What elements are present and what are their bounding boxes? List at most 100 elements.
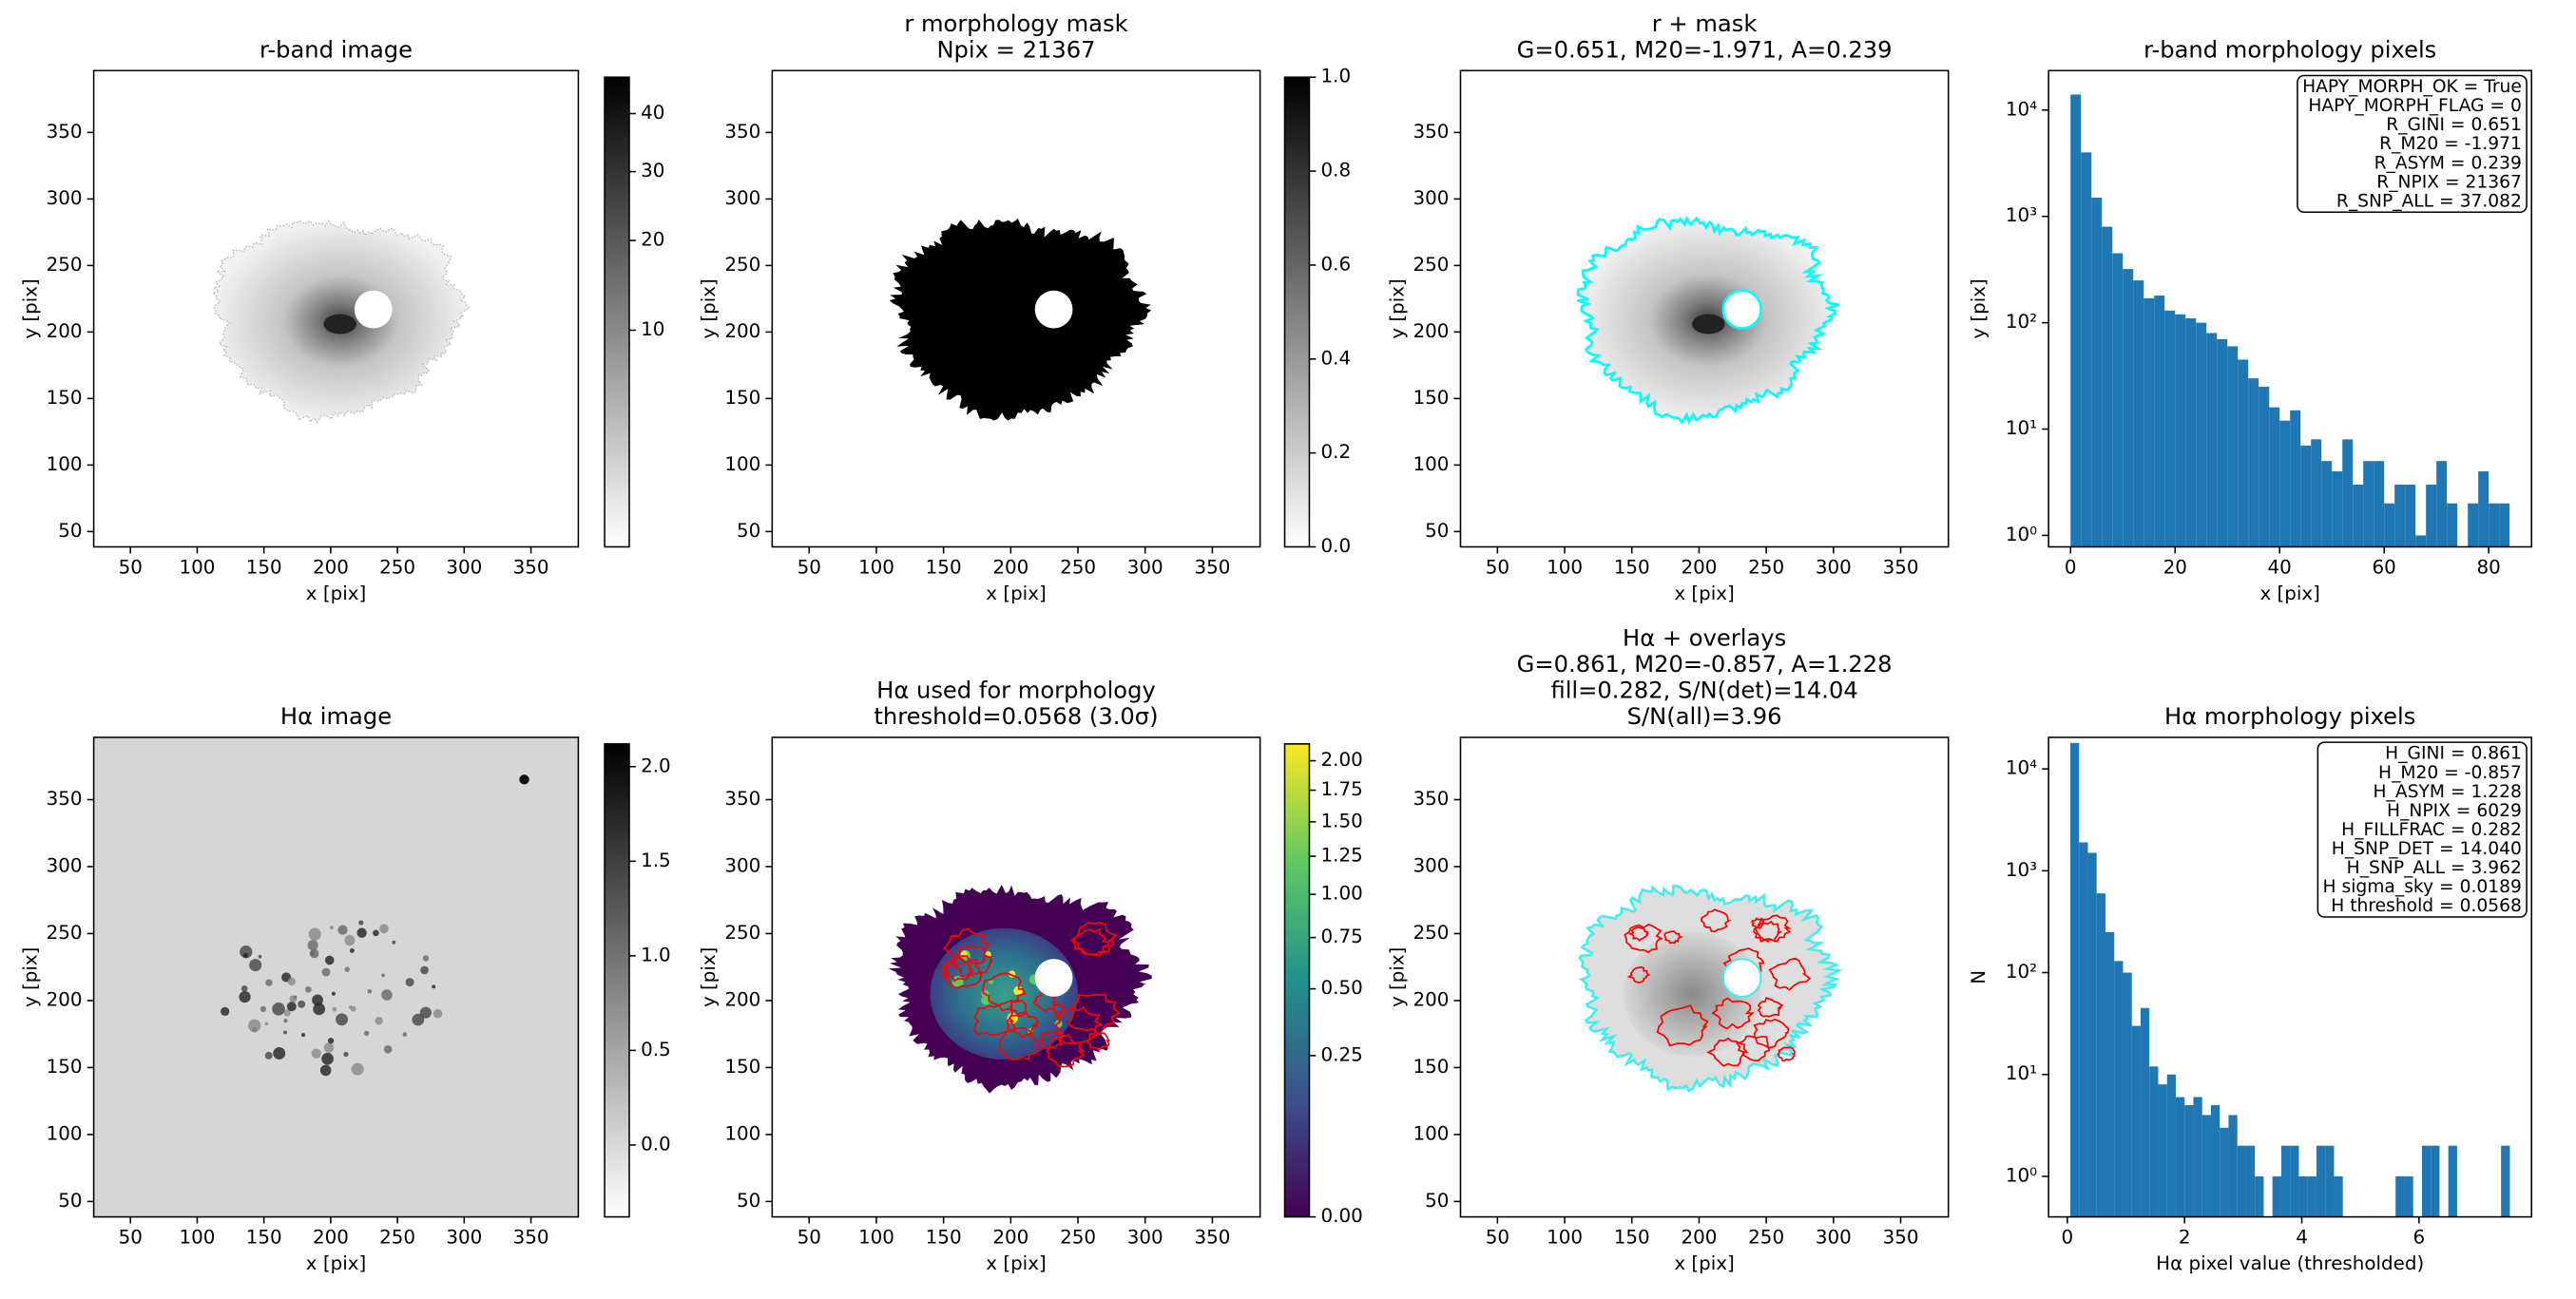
- bar: [2298, 1175, 2308, 1217]
- y-tick-label: 50: [737, 1190, 760, 1212]
- bar: [2196, 322, 2207, 547]
- annotation-line: H_NPIX = 6029: [2387, 801, 2522, 821]
- bar: [2384, 503, 2395, 547]
- y-tick-label: 350: [724, 121, 760, 143]
- contour: [1038, 1030, 1064, 1049]
- contour: [1757, 997, 1784, 1018]
- bar: [2112, 253, 2124, 547]
- annotation-line: R_NPIX = 21367: [2376, 172, 2522, 192]
- colorbar-tick-label: 1.00: [1321, 883, 1363, 905]
- panel-title: r-band image: [260, 37, 413, 64]
- y-tick-label: 200: [1413, 988, 1449, 1010]
- annotation-line: H sigma_sky = 0.0189: [2323, 877, 2522, 897]
- bar: [2353, 485, 2364, 547]
- hii-region: [405, 978, 414, 987]
- panel-title: Hα image: [280, 703, 392, 730]
- bar: [2325, 1145, 2335, 1217]
- hii-region: [247, 1019, 261, 1033]
- y-axis-label: y [pix]: [1386, 947, 1408, 1007]
- x-tick-label: 200: [992, 556, 1028, 578]
- bar: [2149, 1066, 2159, 1217]
- hii-region: [379, 924, 389, 934]
- bar: [2404, 1175, 2413, 1217]
- hii-region: [221, 1006, 230, 1017]
- annotation-line: H_GINI = 0.861: [2385, 744, 2522, 764]
- x-tick-label: 100: [179, 1227, 215, 1249]
- hii-region: [301, 1033, 306, 1038]
- hii-region: [242, 952, 249, 959]
- bar: [2395, 1175, 2405, 1217]
- bar: [2102, 226, 2113, 547]
- y-tick-label: 10⁰: [2006, 1164, 2037, 1186]
- hii-region: [419, 1006, 432, 1019]
- hii-region: [412, 1013, 425, 1026]
- annotation-line: HAPY_MORPH_OK = True: [2302, 77, 2522, 97]
- bar: [2421, 1145, 2432, 1217]
- bar: [2185, 317, 2197, 547]
- contour: [1656, 1004, 1709, 1047]
- masked-star: [1034, 290, 1073, 329]
- contour: [951, 945, 993, 977]
- x-tick-label: 250: [379, 1227, 415, 1249]
- bar: [2311, 439, 2322, 547]
- bar: [2448, 1145, 2457, 1217]
- contour: [1069, 922, 1118, 957]
- panel: 0 20 40 60 80 10⁰ 10¹ 10² 10³ 10⁴ x [pix] y [pix] r-…: [1968, 37, 2533, 604]
- bar: [2069, 742, 2080, 1217]
- x-tick-label: 6: [2413, 1227, 2426, 1249]
- bar: [2334, 1175, 2343, 1217]
- bar: [2237, 1145, 2246, 1217]
- y-tick-label: 300: [724, 187, 760, 209]
- y-tick-label: 200: [47, 988, 83, 1010]
- axes-frame: [2047, 69, 2533, 548]
- annotation-line: H_SNP_DET = 14.040: [2332, 839, 2522, 859]
- hii-region: [364, 1030, 370, 1037]
- hii-region: [311, 1048, 321, 1059]
- contour: [1072, 927, 1109, 957]
- x-tick-label: 350: [1194, 556, 1230, 578]
- panel-title: r morphology mask: [904, 10, 1127, 37]
- contour: [982, 972, 1027, 1006]
- colorbar-tick-label: 2.00: [1321, 749, 1363, 771]
- y-tick-label: 200: [47, 320, 83, 342]
- panel: 50 100 150 200 250 300 350 50 100 150 200 250 300 350…: [698, 10, 1351, 604]
- panel-title: threshold=0.0568 (3.0σ): [874, 703, 1158, 730]
- hii-region: [373, 929, 379, 937]
- hii-region: [402, 1032, 408, 1037]
- y-tick-label: 350: [724, 788, 760, 810]
- x-axis-label: x [pix]: [306, 583, 366, 604]
- hii-region: [283, 1018, 288, 1023]
- y-tick-label: 200: [1413, 320, 1449, 342]
- hii-region: [420, 965, 429, 975]
- bar: [2105, 931, 2115, 1217]
- galaxy-core: [1692, 314, 1725, 334]
- y-tick-label: 50: [58, 520, 82, 542]
- y-tick-label: 250: [1413, 922, 1449, 944]
- hii-region: [432, 984, 436, 989]
- axes-frame: [1459, 69, 1950, 548]
- bar: [2468, 503, 2479, 547]
- y-tick-label: 100: [1413, 453, 1449, 475]
- annotation-line: R_SNP_ALL = 37.082: [2336, 191, 2522, 211]
- y-axis-label: y [pix]: [19, 947, 41, 1007]
- bar: [2447, 503, 2458, 547]
- colorbar-tick-label: 0.0: [1321, 535, 1352, 557]
- y-tick-label: 350: [1413, 121, 1449, 143]
- bar: [2164, 310, 2176, 547]
- contour: [942, 956, 974, 983]
- y-tick-label: 150: [47, 1056, 83, 1078]
- panel-title: r + mask: [1652, 10, 1758, 37]
- hii-region: [433, 1008, 443, 1019]
- colorbar-tick-label: 1.5: [641, 850, 671, 871]
- bar: [2245, 1145, 2256, 1217]
- bar: [2210, 1105, 2220, 1217]
- contour: [942, 927, 990, 967]
- bar: [2070, 94, 2082, 547]
- contour: [1086, 1030, 1110, 1052]
- y-tick-label: 100: [47, 1122, 83, 1144]
- x-tick-label: 350: [513, 556, 549, 578]
- bar: [2501, 1145, 2510, 1217]
- hii-region: [249, 959, 262, 972]
- masked-star: [1721, 289, 1762, 330]
